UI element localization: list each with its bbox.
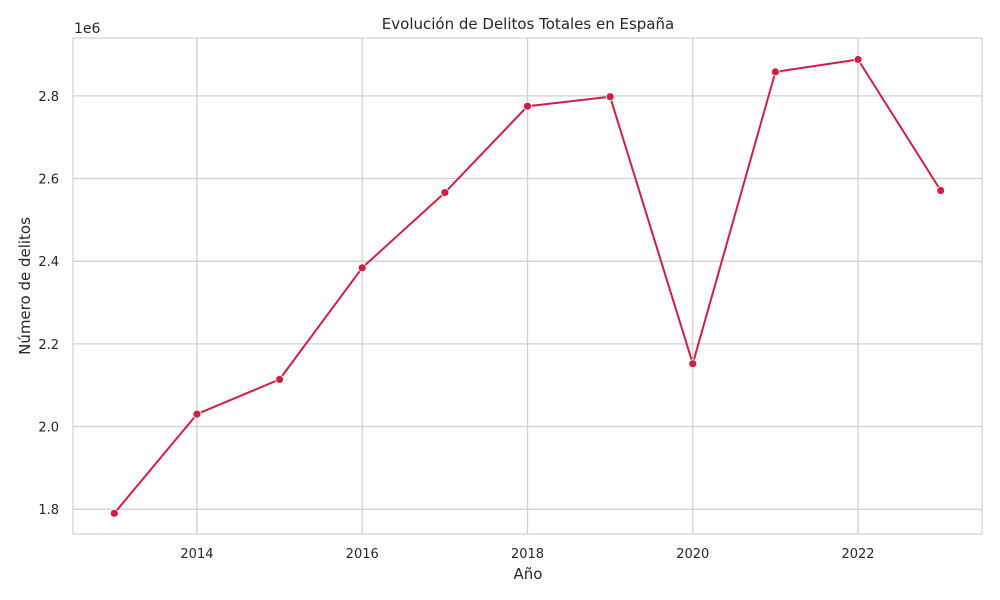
- y-axis-label: Número de delitos: [16, 217, 34, 355]
- plot-frame: [72, 37, 983, 535]
- y-tick-labels: 1.8 2.0 2.2 2.4 2.6 2.8: [38, 90, 59, 518]
- data-point[interactable]: [853, 55, 863, 64]
- data-point[interactable]: [523, 101, 532, 111]
- y-tick-label: 1.8: [38, 503, 59, 518]
- chart-title: Evolución de Delitos Totales en España: [382, 15, 674, 33]
- series-layer: [109, 55, 946, 518]
- data-point[interactable]: [771, 67, 780, 77]
- x-tick-label: 2020: [676, 547, 709, 562]
- data-point[interactable]: [192, 409, 202, 419]
- x-tick-labels: 2014 2016 2018 2020 2022: [180, 547, 874, 562]
- y-tick-label: 2.6: [38, 173, 59, 188]
- data-point[interactable]: [936, 186, 946, 195]
- data-point[interactable]: [605, 92, 615, 102]
- data-point[interactable]: [357, 263, 367, 273]
- data-point[interactable]: [440, 188, 450, 197]
- x-tick-label: 2018: [511, 547, 544, 562]
- x-tick-label: 2022: [841, 547, 874, 562]
- data-point[interactable]: [688, 359, 698, 369]
- x-axis-label: Año: [514, 565, 543, 583]
- y-tick-label: 2.4: [38, 255, 59, 270]
- grid-lines: [73, 38, 982, 534]
- y-tick-label: 2.2: [38, 338, 59, 353]
- x-tick-label: 2014: [180, 547, 213, 562]
- y-tick-label: 2.8: [38, 90, 59, 105]
- y-tick-label: 2.0: [38, 421, 59, 436]
- x-tick-label: 2016: [346, 547, 379, 562]
- data-point[interactable]: [275, 375, 284, 384]
- data-point[interactable]: [109, 508, 119, 518]
- y-offset-label: 1e6: [74, 21, 101, 37]
